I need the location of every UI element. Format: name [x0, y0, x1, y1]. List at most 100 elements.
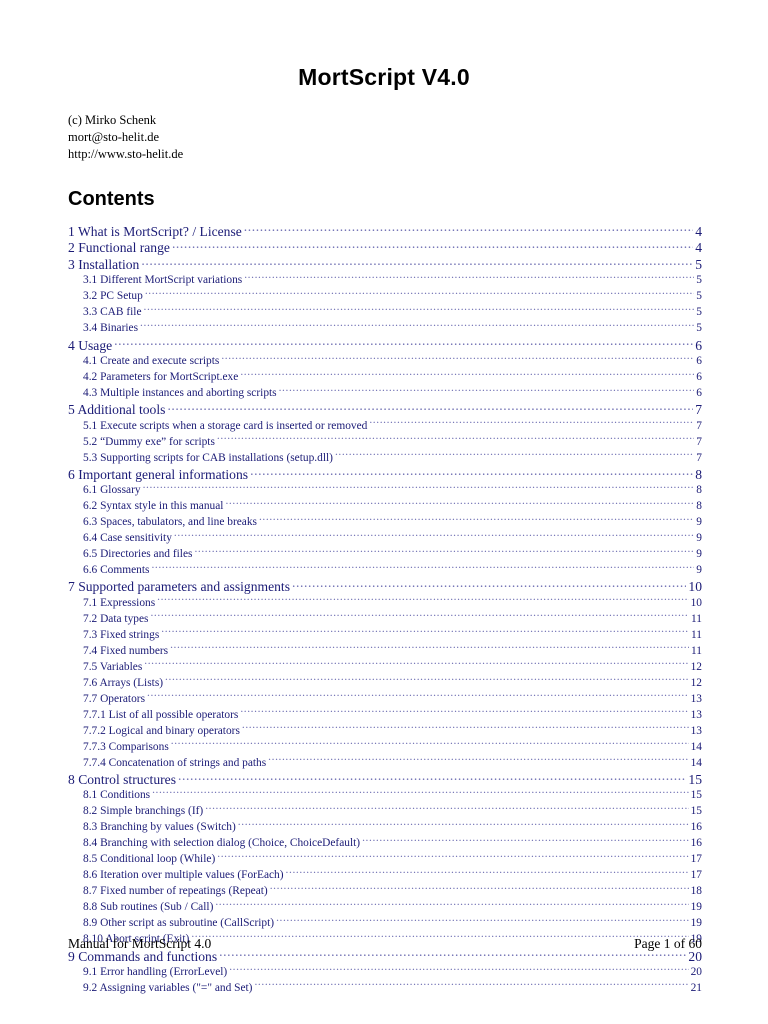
- author-email: mort@sto-helit.de: [68, 130, 160, 144]
- toc-entry[interactable]: 7.4 Fixed numbers 11: [83, 643, 702, 659]
- toc-entry[interactable]: 2 Functional range 4: [68, 239, 702, 256]
- toc-entry[interactable]: 8.9 Other script as subroutine (CallScri…: [83, 915, 702, 931]
- toc-entry[interactable]: 8.6 Iteration over multiple values (ForE…: [83, 867, 702, 883]
- toc-entry-page-number: 9: [696, 532, 702, 545]
- toc-entry-page-number: 11: [691, 644, 702, 657]
- toc-entry-page-number: 6: [696, 371, 702, 384]
- toc-entry-label: 3 Installation: [68, 256, 140, 272]
- footer-left-text: Manual for MortScript 4.0: [68, 936, 212, 951]
- toc-entry-label: 3.1 Different MortScript variations: [83, 274, 243, 287]
- toc-entry-page-number: 20: [688, 948, 702, 964]
- toc-entry[interactable]: 8.5 Conditional loop (While) 17: [83, 851, 702, 867]
- toc-dot-leader: [191, 931, 688, 942]
- toc-dot-leader: [244, 222, 693, 236]
- toc-entry[interactable]: 6 Important general informations 8: [68, 465, 702, 482]
- toc-entry[interactable]: 8.1 Conditions 15: [83, 787, 702, 803]
- toc-entry-label: 6.3 Spaces, tabulators, and line breaks: [83, 516, 257, 529]
- toc-entry[interactable]: 9.2 Assigning variables ("=" and Set) 21: [83, 980, 702, 996]
- toc-entry[interactable]: 7.1 Expressions 10: [83, 595, 702, 611]
- toc-entry[interactable]: 4.2 Parameters for MortScript.exe 6: [83, 369, 702, 385]
- toc-entry-page-number: 16: [690, 837, 702, 850]
- toc-dot-leader: [215, 899, 688, 910]
- toc-entry[interactable]: 3.1 Different MortScript variations 5: [83, 272, 702, 288]
- toc-entry-page-number: 5: [696, 274, 702, 287]
- toc-entry[interactable]: 8.3 Branching by values (Switch) 16: [83, 819, 702, 835]
- toc-entry[interactable]: 7.7.1 List of all possible operators 13: [83, 706, 702, 722]
- toc-entry[interactable]: 8.4 Branching with selection dialog (Cho…: [83, 835, 702, 851]
- toc-entry[interactable]: 3.3 CAB file 5: [83, 304, 702, 320]
- toc-entry-label: 5.3 Supporting scripts for CAB installat…: [83, 451, 333, 464]
- toc-entry-label: 7.7.3 Comparisons: [83, 740, 169, 753]
- toc-entry-page-number: 5: [695, 256, 702, 272]
- toc-dot-leader: [161, 627, 689, 638]
- toc-entry-label: 7.7.4 Concatenation of strings and paths: [83, 756, 267, 769]
- toc-entry-label: 4.2 Parameters for MortScript.exe: [83, 371, 239, 384]
- toc-entry[interactable]: 7.2 Data types 11: [83, 611, 702, 627]
- toc-entry[interactable]: 4.3 Multiple instances and aborting scri…: [83, 385, 702, 401]
- document-title: MortScript V4.0: [298, 64, 470, 90]
- toc-entry[interactable]: 7.7 Operators 13: [83, 690, 702, 706]
- toc-entry-label: 6.4 Case sensitivity: [83, 532, 172, 545]
- toc-entry[interactable]: 5.3 Supporting scripts for CAB installat…: [83, 449, 702, 465]
- toc-entry-label: 8.1 Conditions: [83, 789, 151, 802]
- toc-entry[interactable]: 1 What is MortScript? / License 4: [68, 222, 702, 239]
- toc-dot-leader: [219, 947, 686, 961]
- toc-dot-leader: [144, 304, 695, 315]
- toc-dot-leader: [279, 385, 695, 396]
- toc-dot-leader: [167, 401, 693, 415]
- toc-entry-label: 7.3 Fixed strings: [83, 628, 160, 641]
- toc-entry[interactable]: 8 Control structures 15: [68, 770, 702, 787]
- toc-entry[interactable]: 7.6 Arrays (Lists) 12: [83, 674, 702, 690]
- toc-entry[interactable]: 4 Usage 6: [68, 336, 702, 353]
- toc-entry[interactable]: 8.10 Abort script (Exit) 19: [83, 931, 702, 947]
- toc-entry[interactable]: 9.1 Error handling (ErrorLevel) 20: [83, 964, 702, 980]
- toc-dot-leader: [141, 255, 693, 269]
- toc-dot-leader: [229, 964, 688, 975]
- toc-entry-page-number: 8: [696, 500, 702, 513]
- toc-entry-label: 4.1 Create and execute scripts: [83, 355, 220, 368]
- toc-entry[interactable]: 7.7.3 Comparisons 14: [83, 738, 702, 754]
- toc-entry[interactable]: 7.7.2 Logical and binary operators 13: [83, 722, 702, 738]
- toc-entry[interactable]: 6.3 Spaces, tabulators, and line breaks 9: [83, 514, 702, 530]
- toc-entry-label: 6.6 Comments: [83, 564, 150, 577]
- toc-entry[interactable]: 3.4 Binaries 5: [83, 320, 702, 336]
- toc-dot-leader: [144, 659, 688, 670]
- toc-dot-leader: [244, 272, 694, 283]
- toc-entry[interactable]: 7.7.4 Concatenation of strings and paths…: [83, 754, 702, 770]
- toc-entry[interactable]: 7.3 Fixed strings 11: [83, 627, 702, 643]
- toc-entry[interactable]: 5 Additional tools 7: [68, 401, 702, 418]
- toc-entry[interactable]: 9 Commands and functions 20: [68, 947, 702, 964]
- toc-entry-page-number: 20: [690, 966, 702, 978]
- toc-dot-leader: [268, 754, 688, 765]
- toc-entry-page-number: 11: [691, 612, 702, 625]
- toc-entry[interactable]: 3 Installation 5: [68, 255, 702, 272]
- toc-entry[interactable]: 5.2 “Dummy exe” for scripts 7: [83, 433, 702, 449]
- toc-entry[interactable]: 7.5 Variables 12: [83, 659, 702, 675]
- toc-entry-page-number: 12: [690, 676, 702, 689]
- author-name: (c) Mirko Schenk: [68, 113, 157, 127]
- toc-entry[interactable]: 7 Supported parameters and assignments 10: [68, 578, 702, 595]
- toc-entry-label: 8.3 Branching by values (Switch): [83, 821, 236, 834]
- toc-entry-page-number: 13: [690, 708, 702, 721]
- toc-entry[interactable]: 8.7 Fixed number of repeatings (Repeat) 1…: [83, 883, 702, 899]
- toc-entry-page-number: 5: [696, 322, 702, 335]
- toc-dot-leader: [217, 433, 694, 444]
- toc-entry[interactable]: 6.5 Directories and files 9: [83, 546, 702, 562]
- toc-entry[interactable]: 8.2 Simple branchings (If) 15: [83, 803, 702, 819]
- toc-dot-leader: [276, 915, 689, 926]
- toc-entry[interactable]: 8.8 Sub routines (Sub / Call) 19: [83, 899, 702, 915]
- toc-dot-leader: [171, 738, 689, 749]
- toc-dot-leader: [286, 867, 689, 878]
- toc-dot-leader: [270, 883, 689, 894]
- toc-entry[interactable]: 5.1 Execute scripts when a storage card …: [83, 417, 702, 433]
- toc-entry[interactable]: 6.4 Case sensitivity 9: [83, 530, 702, 546]
- toc-entry[interactable]: 4.1 Create and execute scripts 6: [83, 353, 702, 369]
- toc-entry[interactable]: 6.6 Comments 9: [83, 562, 702, 578]
- toc-dot-leader: [250, 465, 693, 479]
- toc-entry[interactable]: 6.1 Glossary 8: [83, 482, 702, 498]
- toc-entry[interactable]: 6.2 Syntax style in this manual 8: [83, 498, 702, 514]
- toc-dot-leader: [170, 643, 689, 654]
- toc-entry[interactable]: 3.2 PC Setup 5: [83, 288, 702, 304]
- toc-entry-page-number: 17: [690, 869, 702, 882]
